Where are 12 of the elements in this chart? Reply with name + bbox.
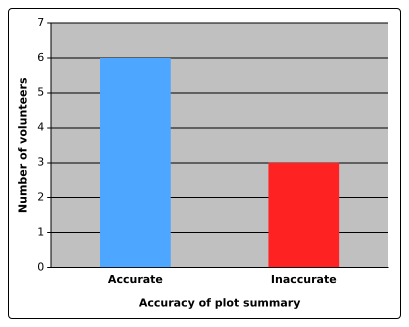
y-tick-label: 6: [37, 50, 44, 64]
y-tick-label: 3: [37, 156, 44, 169]
x-axis-title: Accuracy of plot summary: [138, 296, 300, 310]
y-axis-title: Number of volunteers: [16, 77, 30, 214]
x-tick-label: Accurate: [108, 273, 163, 286]
x-tick-label: Inaccurate: [270, 273, 337, 286]
y-tick-label: 4: [37, 120, 44, 134]
y-tick-label: 5: [37, 86, 44, 99]
y-tick-label: 1: [37, 226, 44, 239]
y-tick-label: 0: [37, 260, 44, 274]
y-tick-label: 2: [37, 190, 44, 204]
y-tick-label: 7: [37, 16, 44, 29]
